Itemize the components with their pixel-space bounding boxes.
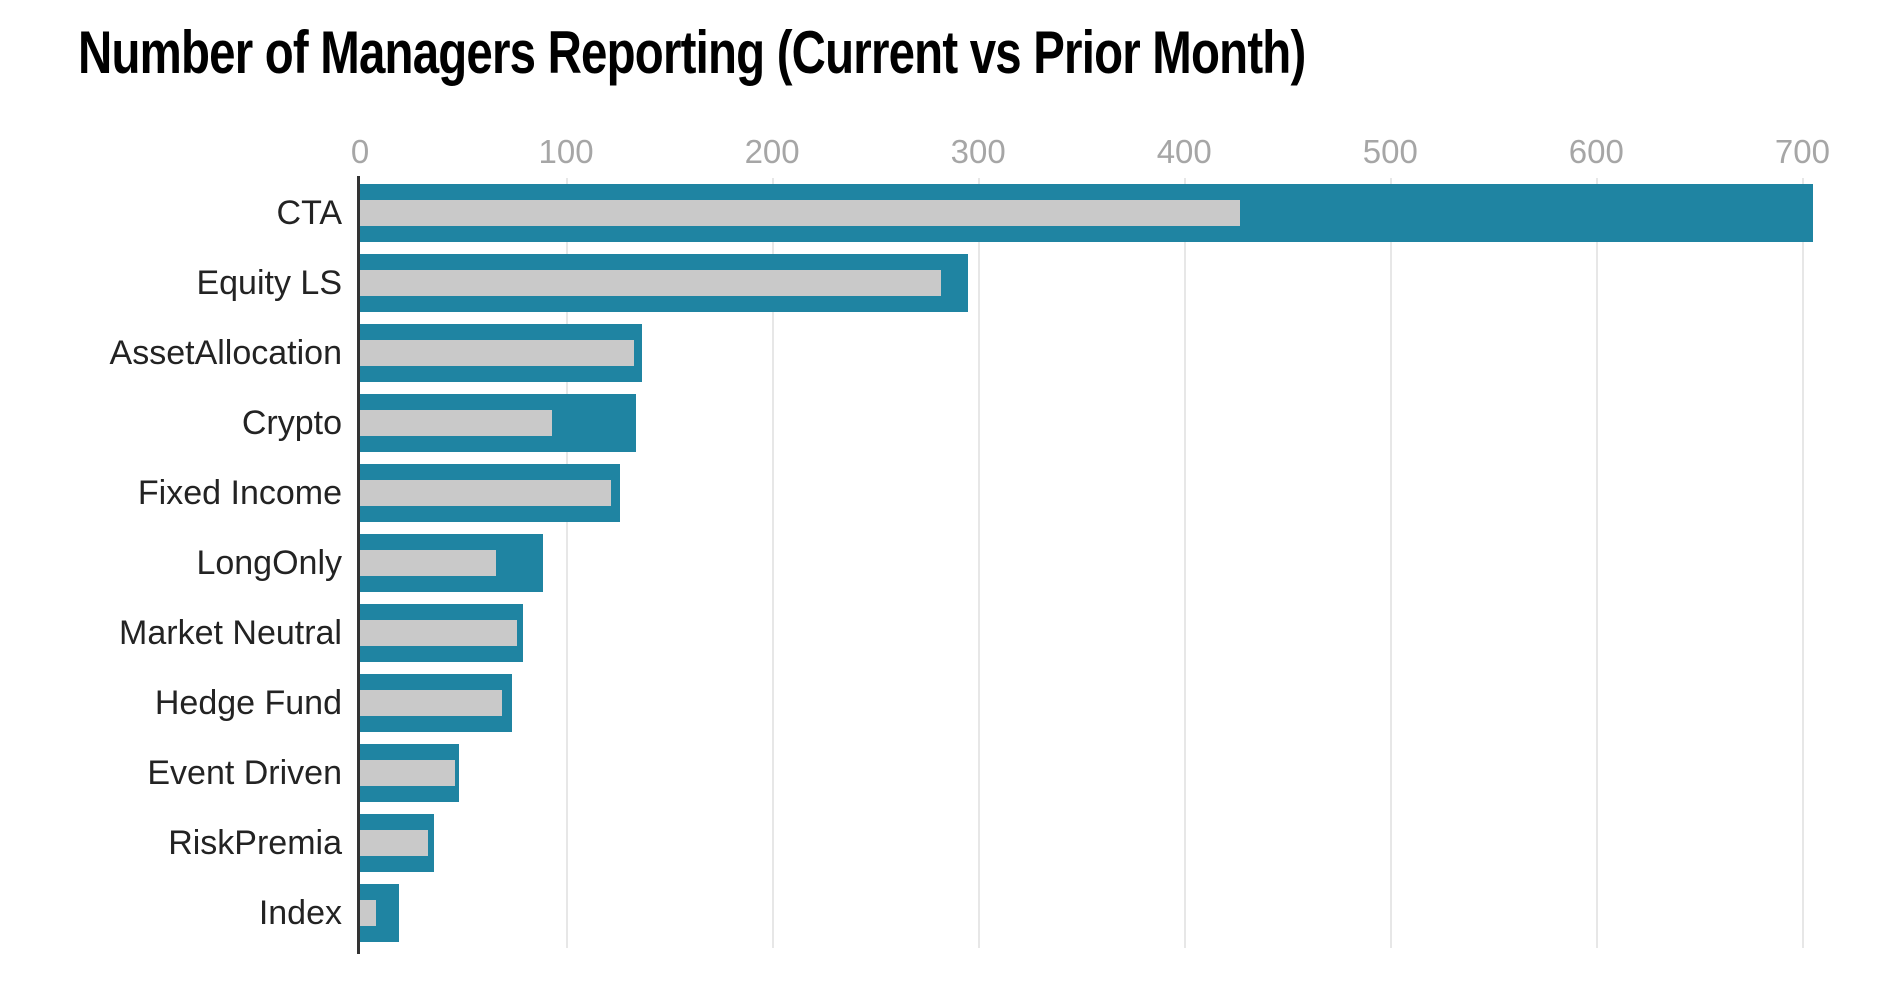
bar-prior-market-neutral[interactable] xyxy=(360,620,517,646)
bar-row xyxy=(360,318,1823,388)
x-tick-label-700: 700 xyxy=(1774,133,1830,170)
x-tick-label-200: 200 xyxy=(744,133,800,170)
category-label-riskpremia: RiskPremia xyxy=(168,824,342,862)
category-label-hedge-fund: Hedge Fund xyxy=(154,684,342,722)
gridline-500 xyxy=(1390,178,1393,948)
category-label-event-driven: Event Driven xyxy=(147,754,342,792)
bar-prior-fixed-income[interactable] xyxy=(360,480,612,506)
category-label-crypto: Crypto xyxy=(241,404,342,442)
bar-prior-equity-ls[interactable] xyxy=(360,270,942,296)
gridline-700 xyxy=(1802,178,1805,948)
category-label-longonly: LongOnly xyxy=(196,544,342,582)
bar-row xyxy=(360,738,1823,808)
bar-prior-longonly[interactable] xyxy=(360,550,496,576)
bar-prior-index[interactable] xyxy=(360,900,377,926)
x-tick-label-600: 600 xyxy=(1568,133,1624,170)
chart-title: Number of Managers Reporting (Current vs… xyxy=(78,19,1306,86)
gridline-300 xyxy=(978,178,981,948)
bar-row xyxy=(360,388,1823,458)
bar-prior-hedge-fund[interactable] xyxy=(360,690,503,716)
y-axis-category-labels: CTA Equity LS AssetAllocation Crypto Fixed I… xyxy=(0,178,342,948)
gridline-200 xyxy=(772,178,775,948)
x-tick-label-500: 500 xyxy=(1362,133,1418,170)
category-label-equity-ls: Equity LS xyxy=(196,264,342,302)
bar-row xyxy=(360,808,1823,878)
bar-prior-cta[interactable] xyxy=(360,200,1240,226)
category-label-assetallocation: AssetAllocation xyxy=(109,334,342,372)
bar-prior-assetallocation[interactable] xyxy=(360,340,635,366)
x-tick-label-0: 0 xyxy=(350,133,370,170)
bar-row xyxy=(360,458,1823,528)
x-tick-label-100: 100 xyxy=(538,133,594,170)
bar-row xyxy=(360,528,1823,598)
gridline-600 xyxy=(1596,178,1599,948)
bar-row xyxy=(360,178,1823,248)
gridline-100 xyxy=(566,178,569,948)
bar-row xyxy=(360,668,1823,738)
x-tick-label-300: 300 xyxy=(950,133,1006,170)
bar-row xyxy=(360,248,1823,318)
bar-row xyxy=(360,598,1823,668)
category-label-cta: CTA xyxy=(276,194,342,232)
gridline-400 xyxy=(1184,178,1187,948)
bar-row xyxy=(360,878,1823,948)
y-axis-baseline xyxy=(357,176,360,954)
x-axis-tick-labels: 0 100 200 300 400 500 600 700 xyxy=(351,133,1830,173)
category-label-market-neutral: Market Neutral xyxy=(119,614,342,652)
bar-prior-riskpremia[interactable] xyxy=(360,830,428,856)
bar-prior-crypto[interactable] xyxy=(360,410,552,436)
bar-prior-event-driven[interactable] xyxy=(360,760,455,786)
plot-area xyxy=(360,178,1823,948)
x-tick-label-400: 400 xyxy=(1156,133,1212,170)
category-label-fixed-income: Fixed Income xyxy=(137,474,342,512)
category-label-index: Index xyxy=(258,894,342,932)
